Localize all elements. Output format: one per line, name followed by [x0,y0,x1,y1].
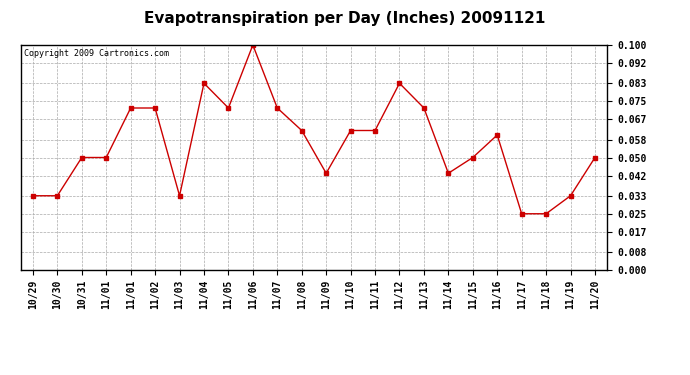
Text: Copyright 2009 Cartronics.com: Copyright 2009 Cartronics.com [23,50,168,58]
Text: Evapotranspiration per Day (Inches) 20091121: Evapotranspiration per Day (Inches) 2009… [144,11,546,26]
